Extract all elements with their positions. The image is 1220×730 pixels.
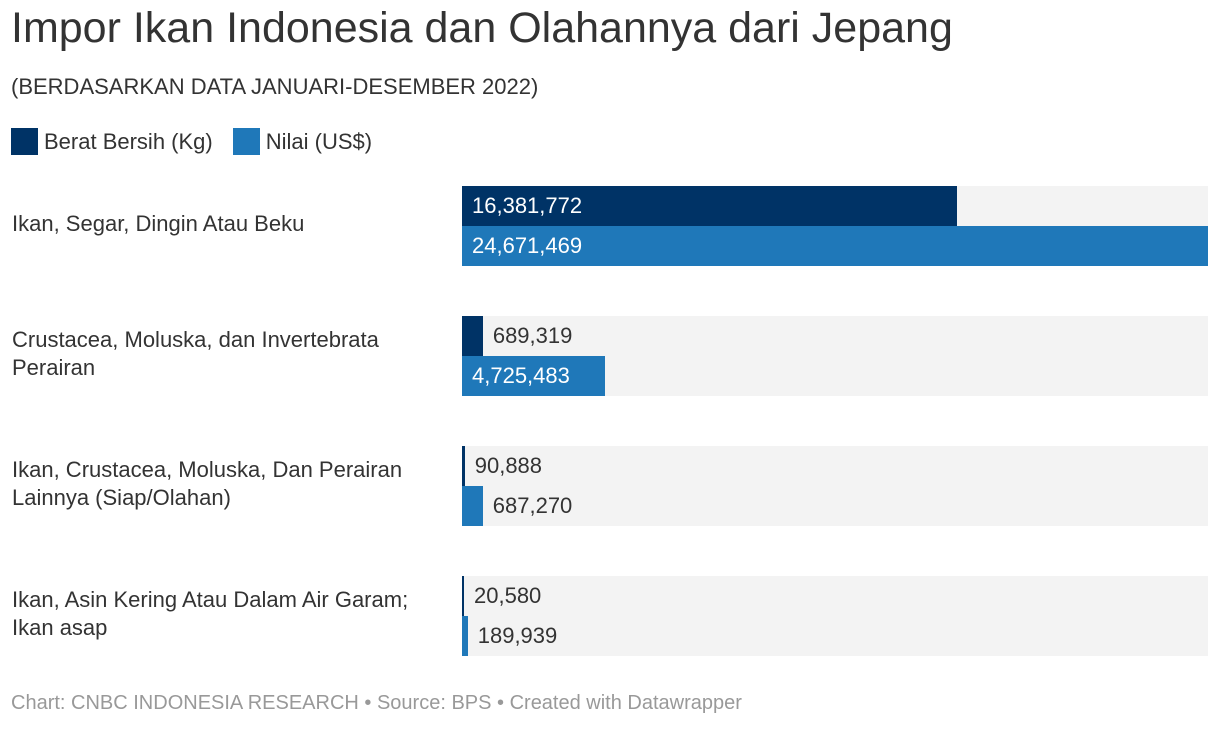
- legend-label-berat: Berat Bersih (Kg): [44, 128, 213, 154]
- bar-nilai: [462, 486, 483, 526]
- data-label-nilai: 4,725,483: [472, 363, 570, 388]
- bar-track: 16,381,772 24,671,469: [462, 186, 1208, 266]
- bar-berat: [462, 186, 958, 226]
- category-label: Crustacea, Moluska, dan Invertebrata Per…: [12, 327, 379, 380]
- data-label-berat: 90,888: [474, 453, 543, 478]
- data-label-berat: 20,580: [474, 583, 542, 608]
- chart-title: Impor Ikan Indonesia dan Olahannya dari …: [11, 4, 953, 52]
- bar-berat: [462, 446, 465, 486]
- bar-nilai: [462, 226, 1208, 266]
- category-label: Ikan, Crustacea, Moluska, Dan Perairan L…: [12, 457, 403, 510]
- bar-track: 90,888 687,270: [462, 446, 1208, 526]
- data-label-nilai: 189,939: [477, 623, 558, 648]
- bar-berat: [462, 576, 464, 616]
- legend-swatch-nilai: [232, 128, 260, 155]
- bar-track: 20,580 189,939: [462, 576, 1208, 656]
- chart-footer: Chart: CNBC INDONESIA RESEARCH • Source:…: [11, 692, 742, 714]
- data-label-nilai: 24,671,469: [472, 233, 583, 258]
- data-label-berat: 689,319: [492, 323, 573, 348]
- legend-item-berat: Berat Bersih (Kg): [11, 128, 213, 155]
- category-label: Ikan, Asin Kering Atau Dalam Air Garam; …: [12, 587, 409, 640]
- legend-item-nilai: Nilai (US$): [232, 128, 373, 155]
- legend: Berat Bersih (Kg) Nilai (US$): [11, 128, 392, 155]
- data-label-berat: 16,381,772: [472, 193, 583, 218]
- bar-nilai: [462, 356, 605, 396]
- data-label-nilai: 687,270: [492, 493, 573, 518]
- legend-swatch-berat: [11, 128, 38, 155]
- legend-label-nilai: Nilai (US$): [265, 128, 373, 154]
- bar-track: 689,319 4,725,483: [462, 316, 1208, 396]
- bar-berat: [462, 316, 483, 356]
- chart-subtitle: (BERDASARKAN DATA JANUARI-DESEMBER 2022): [11, 74, 539, 99]
- bar-nilai: [462, 616, 468, 656]
- category-label: Ikan, Segar, Dingin Atau Beku: [12, 211, 305, 236]
